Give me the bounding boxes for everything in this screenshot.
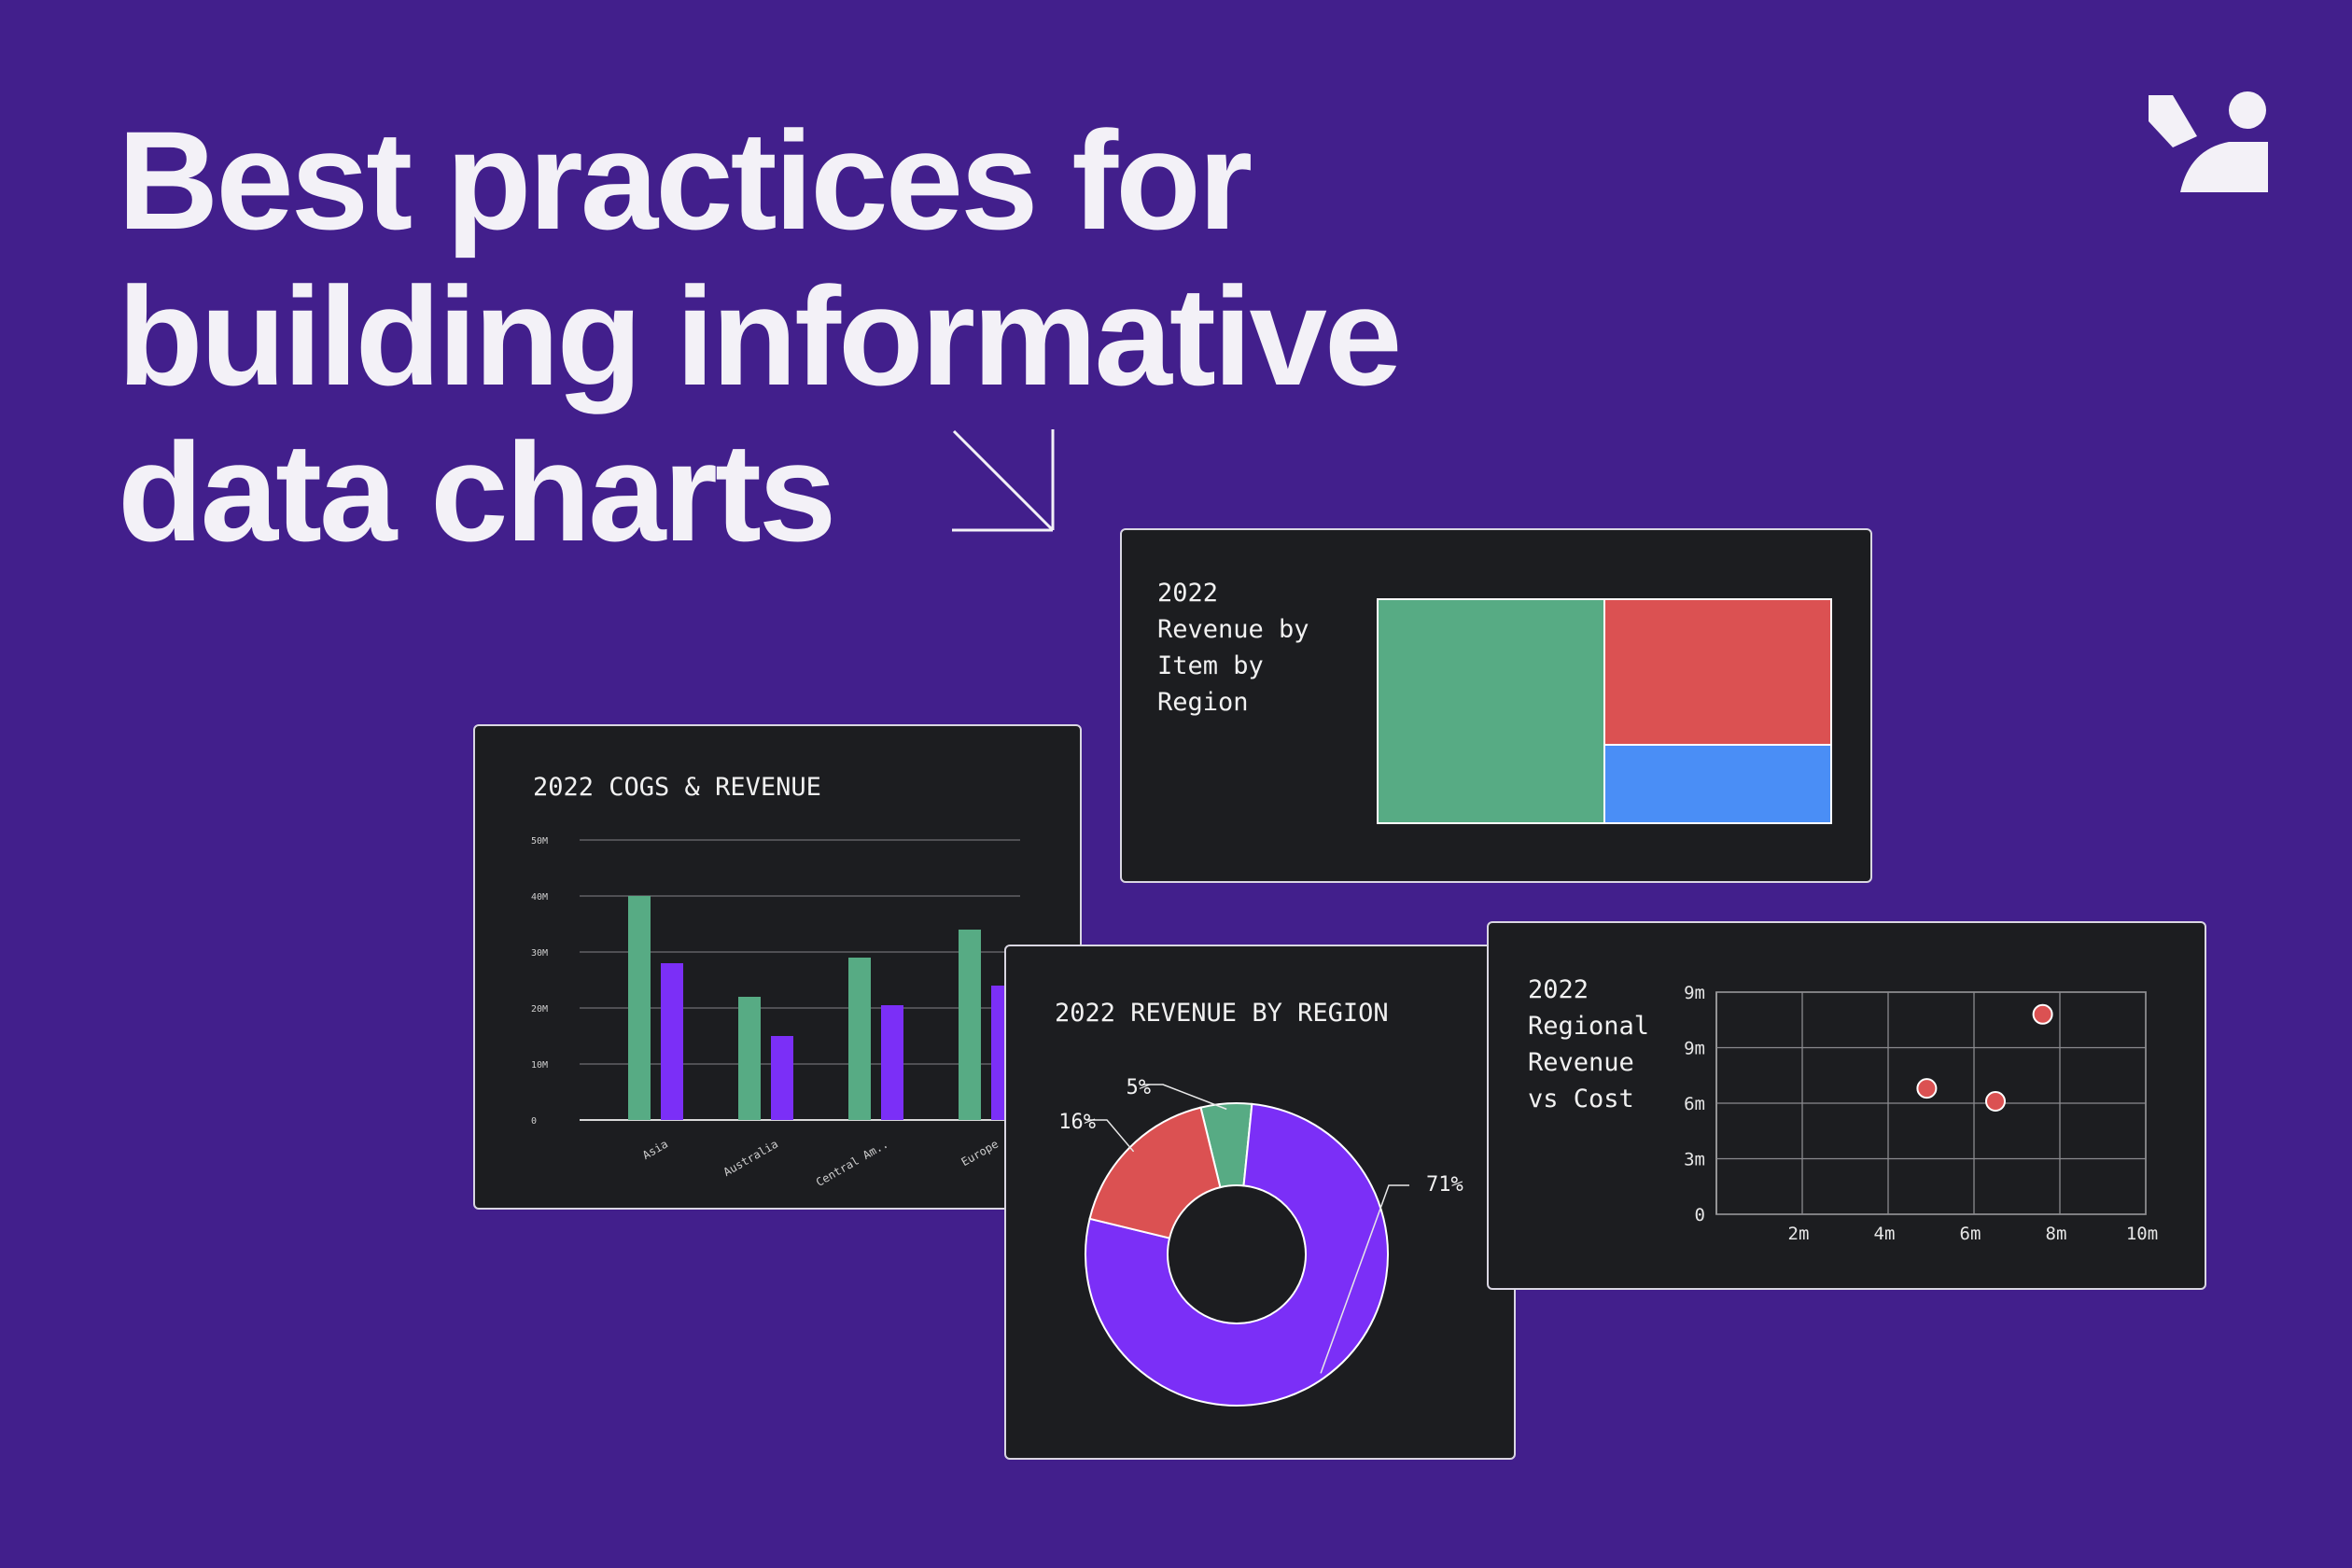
y-tick-label: 3m: [1684, 1150, 1705, 1170]
bar-chart: 0 10M 20M 30M 40M 50M Asia Australia Central Am.…: [531, 836, 1020, 1189]
page-headline: Best practices for building informative …: [118, 103, 1574, 570]
y-tick-label: 6m: [1684, 1094, 1705, 1114]
scatter-point: [1985, 1091, 2006, 1113]
y-tick-label: 0: [1695, 1205, 1705, 1225]
bar: [881, 1005, 903, 1120]
slice-leader-line: [1320, 1184, 1409, 1374]
scatter-title: 2022 Regional Revenue vs Cost: [1528, 975, 1650, 1113]
bar: [661, 963, 683, 1120]
scatter-point: [2032, 1003, 2053, 1025]
bar: [848, 958, 871, 1120]
headline-line-2: building informative: [118, 258, 1402, 414]
cogs-revenue-card: 2022 COGS & REVENUE 0 10M 20M 30M 40M 50M Asia…: [473, 724, 1082, 1210]
scatter-point: [1916, 1078, 1938, 1099]
y-tick-label: 20M: [531, 1004, 548, 1015]
revenue-vs-cost-card: 2022 Regional Revenue vs Cost 2m 4m 6m 8m 10…: [1487, 921, 2206, 1290]
donut-chart: 5% 71% 16%: [1058, 1076, 1463, 1407]
bar: [738, 997, 761, 1120]
treemap-chart: [1377, 598, 1832, 824]
treemap-cell: [1603, 744, 1832, 824]
x-tick-label: Asia: [640, 1137, 670, 1162]
slice-label: 5%: [1127, 1076, 1152, 1099]
x-tick-label: Europe: [959, 1137, 1001, 1169]
y-tick-label: 30M: [531, 948, 548, 959]
headline-line-1: Best practices for: [118, 102, 1253, 259]
treemap-cell: [1603, 598, 1832, 746]
slice-leader-line: [1142, 1084, 1227, 1111]
y-tick-label: 9m: [1684, 1039, 1705, 1059]
y-tick-label: 40M: [531, 892, 548, 903]
donut-slice: [1088, 1106, 1222, 1239]
y-tick-label: 10M: [531, 1060, 548, 1071]
slice-label: 71%: [1426, 1173, 1463, 1197]
bar-chart-title: 2022 COGS & REVENUE: [533, 773, 821, 802]
scatter-chart: 2m 4m 6m 8m 10m 0 3m 6m 9m 9m: [1684, 983, 2158, 1244]
donut-slice: [1085, 1102, 1389, 1407]
arrow-down-right-icon: [952, 429, 1055, 532]
treemap-cell: [1377, 598, 1605, 824]
x-tick-label: 6m: [1960, 1224, 1981, 1244]
slice-label: 16%: [1058, 1111, 1096, 1134]
x-tick-label: Australia: [721, 1137, 780, 1179]
y-tick-label: 50M: [531, 836, 548, 847]
treemap-title: 2022 Revenue by Item by Region: [1157, 579, 1309, 717]
revenue-by-region-card: 2022 REVENUE BY REGION 5% 71% 16%: [1004, 945, 1516, 1460]
donut-title: 2022 REVENUE BY REGION: [1055, 999, 1389, 1028]
y-tick-label: 0: [531, 1116, 537, 1127]
bar: [628, 896, 651, 1120]
x-tick-label: Central Am..: [814, 1137, 890, 1188]
y-tick-label: 9m: [1684, 983, 1705, 1003]
x-tick-label: 4m: [1874, 1224, 1896, 1244]
bar: [959, 930, 981, 1120]
revenue-by-item-card: 2022 Revenue by Item by Region: [1120, 528, 1872, 883]
x-tick-label: 8m: [2046, 1224, 2067, 1244]
headline-line-3: data charts: [118, 413, 836, 570]
x-tick-label: 2m: [1788, 1224, 1810, 1244]
brand-logo-icon: [2149, 91, 2268, 192]
slice-leader-line: [1086, 1119, 1135, 1153]
bar: [771, 1036, 793, 1120]
x-tick-label: 10m: [2126, 1224, 2158, 1244]
